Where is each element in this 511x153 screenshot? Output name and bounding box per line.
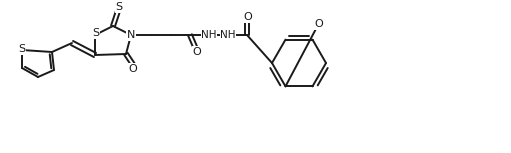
Text: S: S bbox=[115, 2, 123, 12]
Text: O: O bbox=[315, 19, 323, 29]
Text: O: O bbox=[244, 12, 252, 22]
Text: O: O bbox=[129, 64, 137, 74]
Text: N: N bbox=[127, 30, 135, 40]
Text: O: O bbox=[193, 47, 201, 57]
Text: S: S bbox=[18, 44, 26, 54]
Text: NH: NH bbox=[220, 30, 236, 40]
Text: S: S bbox=[92, 28, 100, 38]
Text: NH: NH bbox=[201, 30, 217, 40]
